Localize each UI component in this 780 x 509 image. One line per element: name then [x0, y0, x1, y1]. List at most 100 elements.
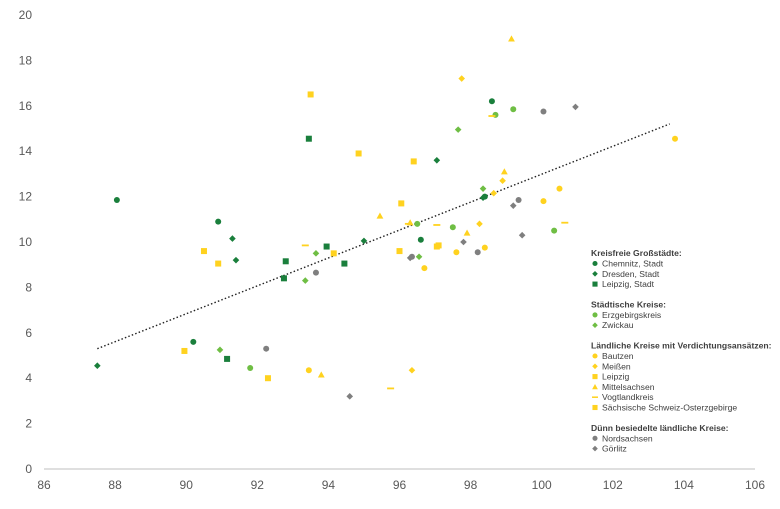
- trendline-layer: [97, 123, 670, 350]
- data-point: [454, 126, 462, 133]
- x-tick-label: 88: [108, 478, 122, 492]
- data-point: [492, 111, 499, 118]
- legend-marker: [592, 260, 598, 267]
- legend-entry: Erzgebirgskreis: [592, 310, 661, 320]
- legend-label: Mittelsachsen: [602, 382, 655, 392]
- data-point: [215, 260, 222, 267]
- data-point: [346, 393, 354, 400]
- data-point: [216, 346, 224, 354]
- x-tick-label: 100: [532, 478, 552, 492]
- data-point: [229, 235, 236, 242]
- data-point: [463, 229, 471, 236]
- legend-label: Bautzen: [602, 351, 634, 361]
- data-point: [232, 256, 240, 264]
- data-point: [433, 224, 441, 226]
- legend-entry: Bautzen: [592, 351, 634, 361]
- legend-marker: [592, 374, 598, 380]
- legend-entry: Chemnitz, Stadt: [592, 259, 664, 269]
- data-point: [396, 248, 403, 255]
- data-point: [476, 220, 483, 228]
- series-erzgebirgskreis: [247, 106, 558, 371]
- x-tick-label: 106: [745, 478, 765, 492]
- series-görlitz: [346, 103, 579, 400]
- x-tick-label: 96: [393, 478, 407, 492]
- legend-group-heading: Dünn besiedelte ländliche Kreise:: [591, 423, 729, 433]
- legend-label: Chemnitz, Stadt: [602, 259, 664, 269]
- x-tick-labels: 86 88 90 92 94 96 98 100 102 104 106: [37, 478, 765, 492]
- data-point: [94, 362, 101, 370]
- series-leipzig: [264, 150, 440, 382]
- y-tick-label: 2: [25, 417, 32, 431]
- data-point: [556, 185, 563, 192]
- legend-entry: Dresden, Stadt: [592, 269, 660, 279]
- y-tick-label: 14: [19, 144, 33, 158]
- legend-label: Meißen: [602, 361, 631, 371]
- data-point: [435, 242, 442, 249]
- data-point: [572, 103, 579, 111]
- series-sächsische-schweiz-osterzgebirge: [181, 91, 442, 354]
- legend-entry: Görlitz: [592, 444, 627, 454]
- legend-label: Leipzig, Stadt: [602, 279, 655, 289]
- y-tick-labels: 0 2 4 6 8 10 12 14 16 18 20: [19, 8, 33, 476]
- legend-marker: [592, 270, 598, 277]
- data-point: [449, 224, 456, 231]
- data-point: [421, 265, 428, 272]
- legend-marker: [592, 404, 598, 411]
- data-point: [540, 108, 547, 115]
- data-point: [672, 135, 679, 142]
- data-point: [301, 244, 309, 247]
- data-point: [510, 106, 517, 113]
- trendline: [97, 123, 670, 350]
- data-point: [341, 260, 348, 267]
- legend-group-heading: Ländliche Kreise mit Verdichtungsansätze…: [591, 341, 772, 351]
- data-point: [200, 248, 207, 255]
- data-point: [264, 375, 271, 382]
- series-chemnitz-stadt: [113, 98, 495, 345]
- series-vogtlandkreis: [301, 115, 569, 390]
- data-point: [518, 231, 526, 239]
- series-bautzen: [305, 135, 679, 374]
- legend-group-heading: Kreisfreie Großstädte:: [591, 248, 682, 258]
- data-point: [360, 237, 368, 245]
- series-dresden-stadt: [94, 156, 487, 370]
- y-tick-label: 20: [19, 8, 33, 22]
- data-point: [460, 238, 467, 246]
- data-point: [224, 355, 231, 362]
- data-point: [282, 258, 289, 265]
- y-tick-label: 8: [25, 280, 32, 294]
- x-tick-label: 92: [251, 478, 265, 492]
- series-mittelsachsen: [317, 35, 515, 378]
- x-tick-label: 94: [322, 478, 336, 492]
- x-tick-label: 86: [37, 478, 51, 492]
- legend-marker: [592, 435, 598, 441]
- legend-label: Erzgebirgskreis: [602, 310, 661, 320]
- x-tick-label: 104: [674, 478, 694, 492]
- y-tick-label: 16: [19, 99, 33, 113]
- data-point: [247, 364, 254, 371]
- legend-entry: Vogtlandkreis: [592, 392, 654, 402]
- data-point: [453, 249, 460, 256]
- series-meißen: [408, 75, 506, 374]
- legend: Kreisfreie Großstädte:Chemnitz, StadtDre…: [591, 248, 772, 454]
- legend-label: Sächsische Schweiz-Osterzgebirge: [602, 403, 737, 413]
- data-point: [415, 253, 423, 261]
- legend-label: Leipzig: [602, 372, 629, 382]
- data-point: [406, 254, 414, 262]
- series-nordsachsen: [263, 108, 547, 352]
- data-point: [376, 212, 384, 219]
- series-leipzig-stadt: [224, 135, 348, 362]
- data-point: [355, 150, 362, 157]
- data-point: [312, 250, 320, 257]
- legend-marker: [592, 396, 598, 398]
- data-point: [113, 197, 120, 204]
- legend-label: Dresden, Stadt: [602, 269, 660, 279]
- data-point: [404, 222, 412, 225]
- y-tick-label: 4: [25, 371, 32, 385]
- data-points: [94, 35, 679, 400]
- legend-entry: Sächsische Schweiz-Osterzgebirge: [592, 403, 737, 413]
- legend-marker: [592, 353, 598, 359]
- data-point: [330, 250, 337, 257]
- series-zwickau: [216, 126, 487, 354]
- data-point: [540, 198, 547, 205]
